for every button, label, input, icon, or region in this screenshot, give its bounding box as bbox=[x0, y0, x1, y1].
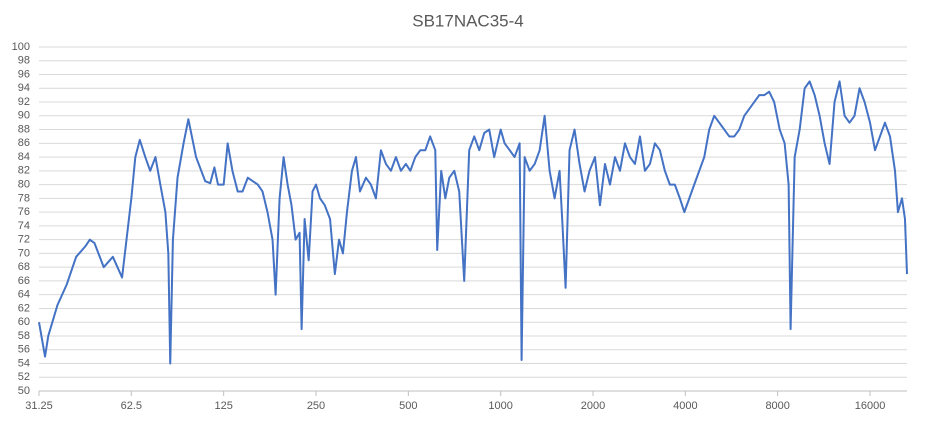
data-line bbox=[38, 80, 908, 365]
y-tick-label: 54 bbox=[18, 357, 30, 369]
y-tick-label: 68 bbox=[18, 261, 30, 273]
y-tick-label: 96 bbox=[18, 68, 30, 80]
y-tick-label: 84 bbox=[18, 151, 30, 163]
x-tick-label: 31.25 bbox=[25, 400, 53, 412]
y-tick-label: 52 bbox=[18, 371, 30, 383]
y-tick-label: 90 bbox=[18, 110, 30, 122]
x-tick-label: 125 bbox=[214, 400, 232, 412]
y-tick-label: 74 bbox=[18, 220, 30, 232]
y-tick-label: 98 bbox=[18, 55, 30, 67]
y-tick-label: 80 bbox=[18, 179, 30, 191]
y-tick-label: 50 bbox=[18, 385, 30, 397]
y-tick-label: 70 bbox=[18, 247, 30, 259]
y-tick-label: 86 bbox=[18, 137, 30, 149]
y-tick-label: 78 bbox=[18, 192, 30, 204]
y-tick-label: 56 bbox=[18, 344, 30, 356]
chart-title: SB17NAC35-4 bbox=[412, 11, 524, 30]
x-tick-label: 16000 bbox=[855, 400, 886, 412]
y-tick-label: 58 bbox=[18, 330, 30, 342]
y-tick-label: 60 bbox=[18, 316, 30, 328]
x-tick-label: 4000 bbox=[673, 400, 697, 412]
x-tick-label: 1000 bbox=[488, 400, 512, 412]
y-tick-label: 64 bbox=[18, 289, 30, 301]
y-tick-label: 100 bbox=[12, 41, 30, 53]
x-tick-label: 250 bbox=[307, 400, 325, 412]
x-tick-label: 500 bbox=[399, 400, 417, 412]
y-tick-label: 82 bbox=[18, 165, 30, 177]
y-tick-label: 72 bbox=[18, 234, 30, 246]
x-tick-label: 2000 bbox=[581, 400, 605, 412]
y-tick-label: 88 bbox=[18, 123, 30, 135]
x-tick-label: 62.5 bbox=[121, 400, 142, 412]
x-tick-label: 8000 bbox=[765, 400, 789, 412]
y-tick-label: 66 bbox=[18, 275, 30, 287]
y-tick-label: 94 bbox=[18, 82, 30, 94]
y-tick-label: 92 bbox=[18, 96, 30, 108]
y-tick-label: 62 bbox=[18, 302, 30, 314]
y-tick-label: 76 bbox=[18, 206, 30, 218]
